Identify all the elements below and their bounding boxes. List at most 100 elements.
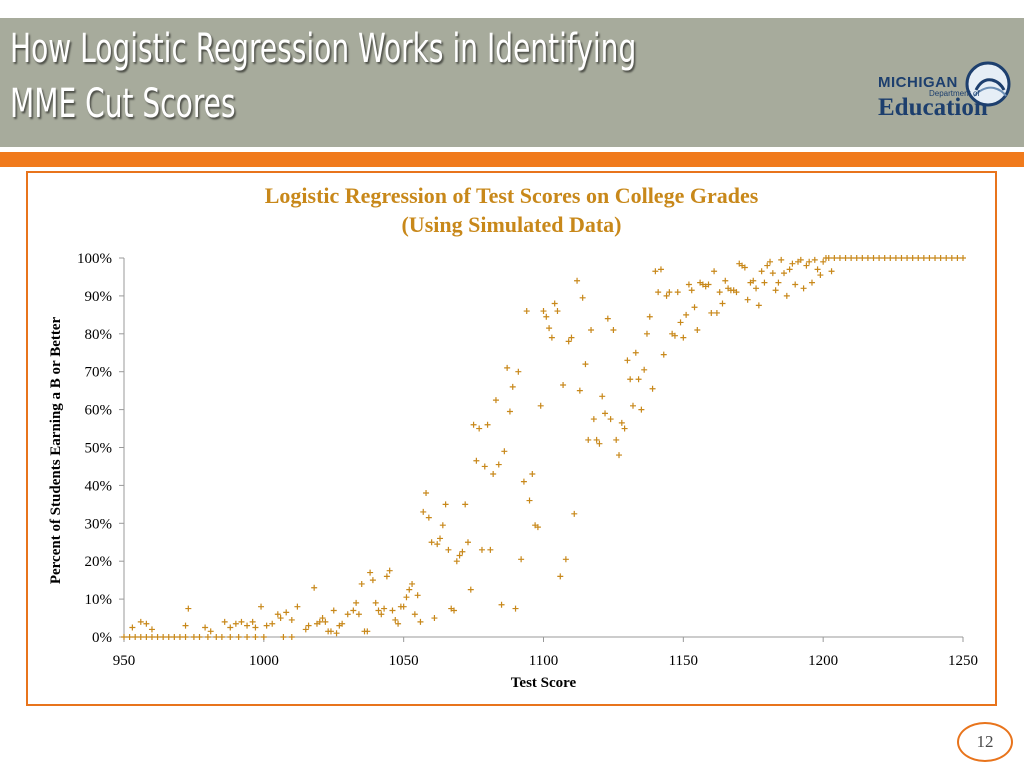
data-point [783, 292, 790, 299]
data-point [534, 524, 541, 531]
data-point [775, 279, 782, 286]
logo-department-text: Department of [929, 89, 980, 98]
data-point [685, 281, 692, 288]
data-point [551, 300, 558, 307]
data-point [954, 255, 961, 261]
data-point [327, 628, 334, 635]
x-tick-label: 1050 [389, 653, 419, 669]
data-point [920, 255, 927, 261]
data-point [781, 270, 788, 277]
data-point [244, 622, 251, 629]
data-point [492, 397, 499, 404]
data-point [316, 618, 323, 625]
data-point [154, 634, 161, 640]
page-number-badge: 12 [957, 722, 1013, 762]
data-point [792, 281, 799, 288]
data-point [624, 357, 631, 364]
data-point [632, 349, 639, 356]
data-point [643, 330, 650, 337]
y-tick-label: 80% [85, 327, 113, 343]
data-point [322, 618, 329, 625]
data-point [235, 634, 242, 640]
data-point [389, 607, 396, 614]
data-point [828, 268, 835, 275]
data-point [722, 277, 729, 284]
data-point [280, 634, 287, 640]
data-point [711, 268, 718, 275]
data-point [137, 618, 144, 625]
data-point [652, 268, 659, 275]
data-point [599, 393, 606, 400]
data-point [909, 255, 916, 261]
y-tick-label: 20% [85, 554, 113, 570]
data-point [915, 255, 922, 261]
data-point [660, 351, 667, 358]
data-point [557, 573, 564, 580]
data-point [364, 628, 371, 635]
data-point [537, 402, 544, 409]
data-point [350, 607, 357, 614]
y-tick-label: 50% [85, 441, 113, 457]
michigan-map-icon [965, 61, 1011, 107]
data-point [641, 366, 648, 373]
data-point [367, 569, 374, 576]
y-tick-label: 60% [85, 403, 113, 419]
data-point [666, 289, 673, 296]
data-point [797, 256, 804, 263]
chart-frame [26, 171, 997, 706]
data-point [437, 535, 444, 542]
y-tick-label: 70% [85, 365, 113, 381]
data-points [121, 255, 966, 640]
data-point [182, 622, 189, 629]
data-point [898, 255, 905, 261]
data-point [132, 634, 139, 640]
data-point [713, 309, 720, 316]
data-point [582, 361, 589, 368]
data-point [288, 616, 295, 623]
data-point [761, 279, 768, 286]
data-point [663, 292, 670, 299]
x-tick-label: 1200 [808, 653, 838, 669]
data-point [473, 457, 480, 464]
data-point [655, 289, 662, 296]
data-point [190, 634, 197, 640]
data-point [258, 603, 265, 610]
data-point [892, 255, 899, 261]
data-point [786, 266, 793, 273]
data-point [392, 616, 399, 623]
data-point [568, 334, 575, 341]
data-point [616, 452, 623, 459]
data-point [579, 294, 586, 301]
data-point [481, 463, 488, 470]
data-point [344, 611, 351, 618]
data-point [750, 277, 757, 284]
data-point [649, 385, 656, 392]
data-point [808, 279, 815, 286]
x-tick-label: 950 [113, 653, 136, 669]
data-point [176, 634, 183, 640]
data-point [196, 634, 203, 640]
data-point [355, 611, 362, 618]
data-point [467, 586, 474, 593]
data-point [428, 539, 435, 546]
data-point [495, 461, 502, 468]
data-point [451, 607, 458, 614]
plot-axes [119, 257, 964, 642]
x-tick-label: 1250 [948, 653, 978, 669]
data-point [137, 634, 144, 640]
data-point [420, 508, 427, 515]
y-tick-label: 40% [85, 478, 113, 494]
data-point [498, 601, 505, 608]
data-point [476, 425, 483, 432]
data-point [520, 478, 527, 485]
data-point [627, 376, 634, 383]
data-point [789, 260, 796, 267]
data-point [769, 270, 776, 277]
axis-labels: 0% 10% 20% 30% 40% 50% 60% 70% 80% 90% 100% 950 1000… [48, 251, 978, 691]
data-point [548, 334, 555, 341]
x-axis-title: Test Score [511, 675, 577, 691]
data-point [864, 255, 871, 261]
data-point [406, 586, 413, 593]
data-point [719, 300, 726, 307]
data-point [378, 611, 385, 618]
